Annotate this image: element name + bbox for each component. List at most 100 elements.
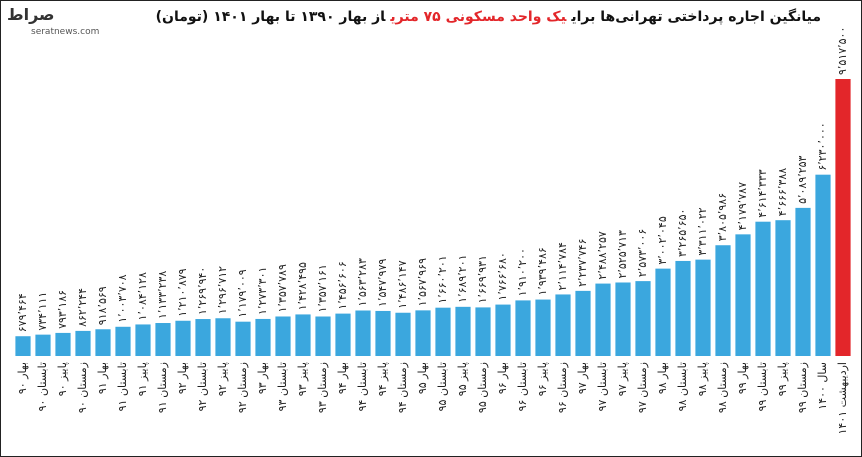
value-label: ۴٬۶۶۶٬۳۸۸ bbox=[776, 168, 789, 216]
bar bbox=[255, 318, 271, 356]
value-label: ۲٬۱۱۴٬۷۸۴ bbox=[556, 242, 569, 290]
bar bbox=[475, 307, 491, 356]
bar bbox=[395, 312, 411, 356]
x-tick-label: بهار ۹۰ bbox=[16, 362, 29, 394]
bar bbox=[135, 324, 151, 356]
bar bbox=[695, 259, 711, 356]
bar bbox=[835, 79, 851, 356]
bar bbox=[575, 290, 591, 356]
bar bbox=[215, 318, 231, 356]
value-label: ۱٬۷۶۶٬۶۸۰ bbox=[496, 252, 509, 300]
x-tick-label: زمستان ۹۳ bbox=[316, 362, 329, 413]
bar bbox=[295, 314, 311, 356]
x-tick-label: تابستان ۹۴ bbox=[356, 362, 369, 411]
x-tick-label: تابستان ۹۷ bbox=[596, 362, 609, 411]
x-tick-label: بهار ۹۶ bbox=[496, 362, 509, 394]
x-tick-label: زمستان ۹۹ bbox=[796, 362, 809, 413]
bar bbox=[375, 310, 391, 356]
bar bbox=[595, 283, 611, 356]
value-label: ۱٬۲۶۹٬۹۴۰ bbox=[196, 267, 209, 315]
bar bbox=[15, 336, 31, 356]
value-label: ۱٬۵۴۷٬۹۷۹ bbox=[376, 259, 389, 307]
x-tick-label: پاییز ۹۳ bbox=[296, 362, 309, 396]
chart-title: میانگین اجاره پرداختی تهرانی‌ها براییک و… bbox=[151, 9, 821, 25]
x-tick-label: تابستان ۹۰ bbox=[36, 362, 49, 411]
x-tick-label: زمستان ۹۰ bbox=[76, 362, 89, 413]
x-tick-label: پاییز ۹۹ bbox=[776, 362, 789, 396]
value-label: ۱٬۶۸۹٬۲۰۱ bbox=[456, 254, 469, 302]
value-label: ۱٬۰۸۴٬۱۲۸ bbox=[136, 272, 149, 320]
value-label: ۱٬۲۱۰٬۸۷۹ bbox=[176, 268, 189, 316]
bar bbox=[275, 316, 291, 356]
x-tick-label: بهار ۹۵ bbox=[416, 362, 429, 394]
value-label: ۶٬۲۳۰٬۰۰۰ bbox=[816, 122, 829, 170]
source: seratnews.com bbox=[31, 27, 100, 37]
value-label: ۴٬۶۱۴٬۳۳۳ bbox=[756, 169, 769, 217]
value-label: ۳٬۳۱۱٬۰۲۲ bbox=[696, 207, 709, 255]
value-label: ۷۳۴٬۱۱۱ bbox=[36, 292, 49, 331]
x-tick-label: تابستان ۹۹ bbox=[756, 362, 769, 411]
x-tick-label: تابستان ۹۸ bbox=[676, 362, 689, 411]
value-label: ۲٬۲۳۷٬۷۴۶ bbox=[576, 239, 589, 287]
bar bbox=[675, 260, 691, 356]
value-label: ۱٬۴۸۶٬۱۴۷ bbox=[396, 260, 409, 308]
value-label: ۳٬۸۰۵٬۹۸۶ bbox=[716, 193, 729, 241]
value-label: ۳٬۲۶۵٬۶۵۰ bbox=[676, 209, 689, 257]
value-label: ۱٬۴۵۶٬۶۰۶ bbox=[336, 261, 349, 309]
bar bbox=[335, 313, 351, 356]
x-tick-label: پاییز ۹۷ bbox=[616, 362, 629, 396]
bar bbox=[515, 300, 531, 356]
bar bbox=[635, 281, 651, 356]
value-label: ۲٬۴۸۸٬۲۵۷ bbox=[596, 231, 609, 279]
x-tick-label: تابستان ۹۲ bbox=[196, 362, 209, 411]
x-tick-label: تابستان ۹۱ bbox=[116, 362, 129, 411]
value-label: ۳٬۰۰۲٬۰۴۵ bbox=[656, 216, 669, 264]
bar bbox=[555, 294, 571, 356]
x-tick-label: بهار ۹۴ bbox=[336, 362, 349, 394]
bar bbox=[615, 282, 631, 356]
x-tick-label: زمستان ۹۷ bbox=[636, 362, 649, 413]
value-label: ۵٬۰۸۹٬۲۵۳ bbox=[796, 155, 809, 203]
value-label: ۱٬۴۲۸٬۴۹۵ bbox=[296, 262, 309, 310]
value-label: ۱٬۱۳۳٬۲۳۸ bbox=[156, 271, 169, 319]
value-label: ۹۱۸٬۵۶۹ bbox=[96, 286, 109, 325]
value-label: ۸۶۲٬۲۴۴ bbox=[76, 288, 89, 327]
x-tick-label: زمستان ۹۶ bbox=[556, 362, 569, 413]
x-tick-label: زمستان ۹۸ bbox=[716, 362, 729, 413]
logo: صراط bbox=[7, 5, 55, 24]
x-tick-label: زمستان ۹۱ bbox=[156, 362, 169, 413]
x-tick-label: بهار ۹۹ bbox=[736, 362, 749, 394]
bar bbox=[415, 310, 431, 356]
x-tick-label: تابستان ۹۳ bbox=[276, 362, 289, 411]
bar bbox=[115, 326, 131, 356]
x-tick-label: سال ۱۴۰۰ bbox=[816, 362, 829, 410]
title-part: از بهار ۱۳۹۰ تا بهار ۱۴۰۱ (تومان) bbox=[155, 9, 386, 25]
bar bbox=[355, 310, 371, 356]
value-label: ۲٬۵۷۳٬۰۰۶ bbox=[636, 229, 649, 277]
bar bbox=[455, 306, 471, 356]
value-label: ۲٬۵۲۵٬۷۱۳ bbox=[616, 230, 629, 278]
bar bbox=[75, 330, 91, 356]
value-label: ۱٬۶۶۹٬۹۳۱ bbox=[476, 255, 489, 303]
bar bbox=[535, 299, 551, 356]
bar bbox=[795, 207, 811, 356]
bar bbox=[155, 323, 171, 356]
bar bbox=[35, 334, 51, 356]
x-tick-label: زمستان ۹۴ bbox=[396, 362, 409, 413]
x-tick-label: پاییز ۹۶ bbox=[536, 362, 549, 396]
x-tick-label: بهار ۹۸ bbox=[656, 362, 669, 394]
x-tick-label: بهار ۹۱ bbox=[96, 362, 109, 394]
bar bbox=[435, 307, 451, 356]
value-label: ۱٬۹۳۹٬۴۸۶ bbox=[536, 247, 549, 295]
title-part: یک واحد مسکونی ۷۵ متری bbox=[390, 9, 567, 25]
x-tick-label: پاییز ۹۲ bbox=[216, 362, 229, 396]
bar bbox=[315, 316, 331, 356]
bar bbox=[195, 319, 211, 356]
value-label: ۱٬۰۰۳٬۷۰۸ bbox=[116, 274, 129, 322]
value-label: ۱٬۹۱۰٬۲۰۰ bbox=[516, 248, 529, 296]
x-tick-label: بهار ۹۳ bbox=[256, 362, 269, 394]
x-tick-label: پاییز ۹۸ bbox=[696, 362, 709, 396]
x-tick-label: تابستان ۹۵ bbox=[436, 362, 449, 411]
bar bbox=[815, 174, 831, 356]
bar bbox=[775, 220, 791, 356]
